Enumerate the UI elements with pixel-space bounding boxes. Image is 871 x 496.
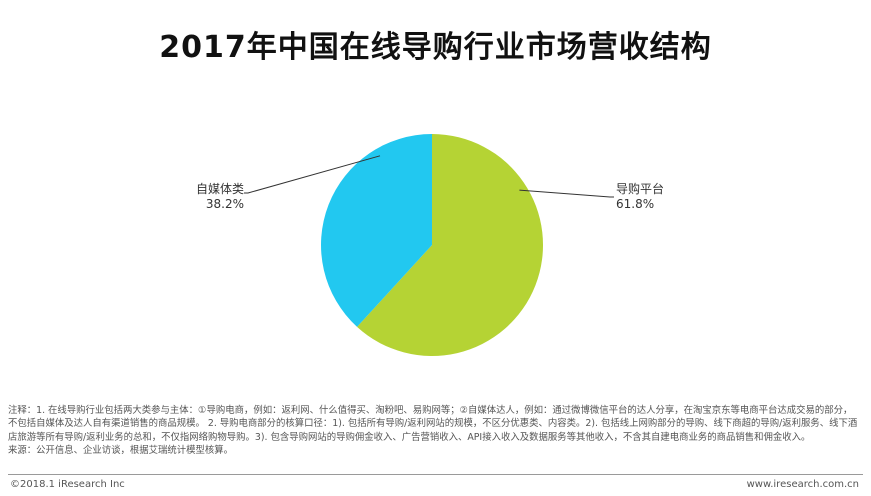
notes-block: 注释：1. 在线导购行业包括两大类参与主体：①导购电商，例如：返利网、什么值得买… <box>8 404 860 458</box>
slice-value-1: 61.8% <box>616 197 654 211</box>
chart-title: 2017年中国在线导购行业市场营收结构 <box>159 30 712 65</box>
pie-slice-2 <box>321 134 432 327</box>
website-text: www.iresearch.com.cn <box>746 479 859 490</box>
slice-label-2: 自媒体类 <box>196 182 244 196</box>
copyright-text: ©2018.1 iResearch Inc <box>10 479 125 490</box>
leader-line-1 <box>519 189 614 198</box>
slice-value-2: 38.2% <box>206 197 244 211</box>
slice-label-1: 导购平台 <box>616 181 664 196</box>
pie-slice-1 <box>357 134 544 356</box>
footer-divider <box>8 474 863 475</box>
source-text: 来源：公开信息、企业访谈，根据艾瑞统计模型核算。 <box>8 445 234 457</box>
note-text: 注释：1. 在线导购行业包括两大类参与主体：①导购电商，例如：返利网、什么值得买… <box>8 405 858 443</box>
leader-line-2 <box>244 155 381 194</box>
